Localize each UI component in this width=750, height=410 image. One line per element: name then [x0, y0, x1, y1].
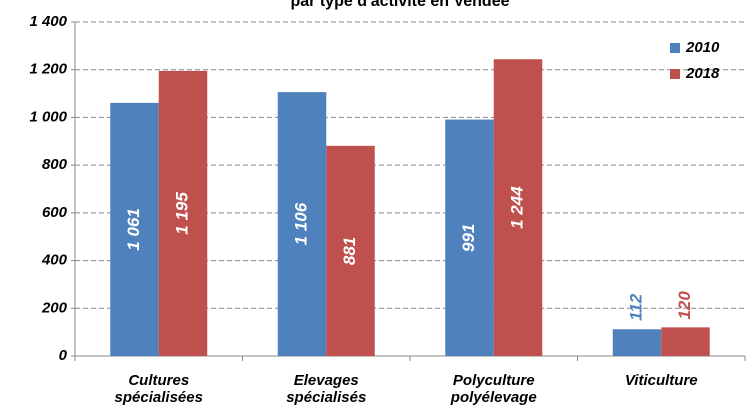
chart-title: par type d'activité en Vendée [291, 0, 510, 10]
y-tick-label: 600 [42, 204, 68, 221]
x-tick-label: Cultures spécialisées [114, 372, 203, 406]
value-label: 1 061 [124, 208, 143, 251]
bar [445, 119, 494, 356]
bar [326, 145, 375, 356]
legend-swatch [670, 43, 680, 53]
y-tick-label: 0 [59, 347, 68, 364]
legend-label: 2018 [685, 65, 720, 82]
value-label: 112 [626, 293, 645, 321]
bar [110, 102, 159, 356]
bar [612, 329, 662, 356]
x-tick-label: Viticulture [624, 372, 698, 389]
x-tick-label: Elevages spécialisés [286, 372, 367, 406]
x-tick-label: Polyculture polyélevage [450, 372, 537, 406]
value-label: 991 [459, 224, 478, 252]
bar [277, 92, 327, 356]
bar [158, 70, 208, 357]
legend-swatch [670, 69, 680, 79]
legend-label: 2010 [685, 39, 720, 56]
bar [661, 327, 710, 356]
y-tick-label: 1 200 [29, 61, 67, 78]
bar [493, 59, 543, 357]
y-tick-label: 800 [42, 156, 68, 173]
value-label: 1 195 [172, 192, 191, 235]
value-label: 1 106 [291, 202, 310, 245]
value-label: 120 [675, 291, 694, 320]
y-tick-label: 400 [41, 252, 68, 269]
y-tick-label: 200 [41, 299, 68, 316]
value-label: 881 [340, 237, 359, 265]
y-tick-label: 1 000 [29, 108, 67, 125]
value-label: 1 244 [507, 186, 526, 229]
y-tick-label: 1 400 [29, 13, 67, 30]
